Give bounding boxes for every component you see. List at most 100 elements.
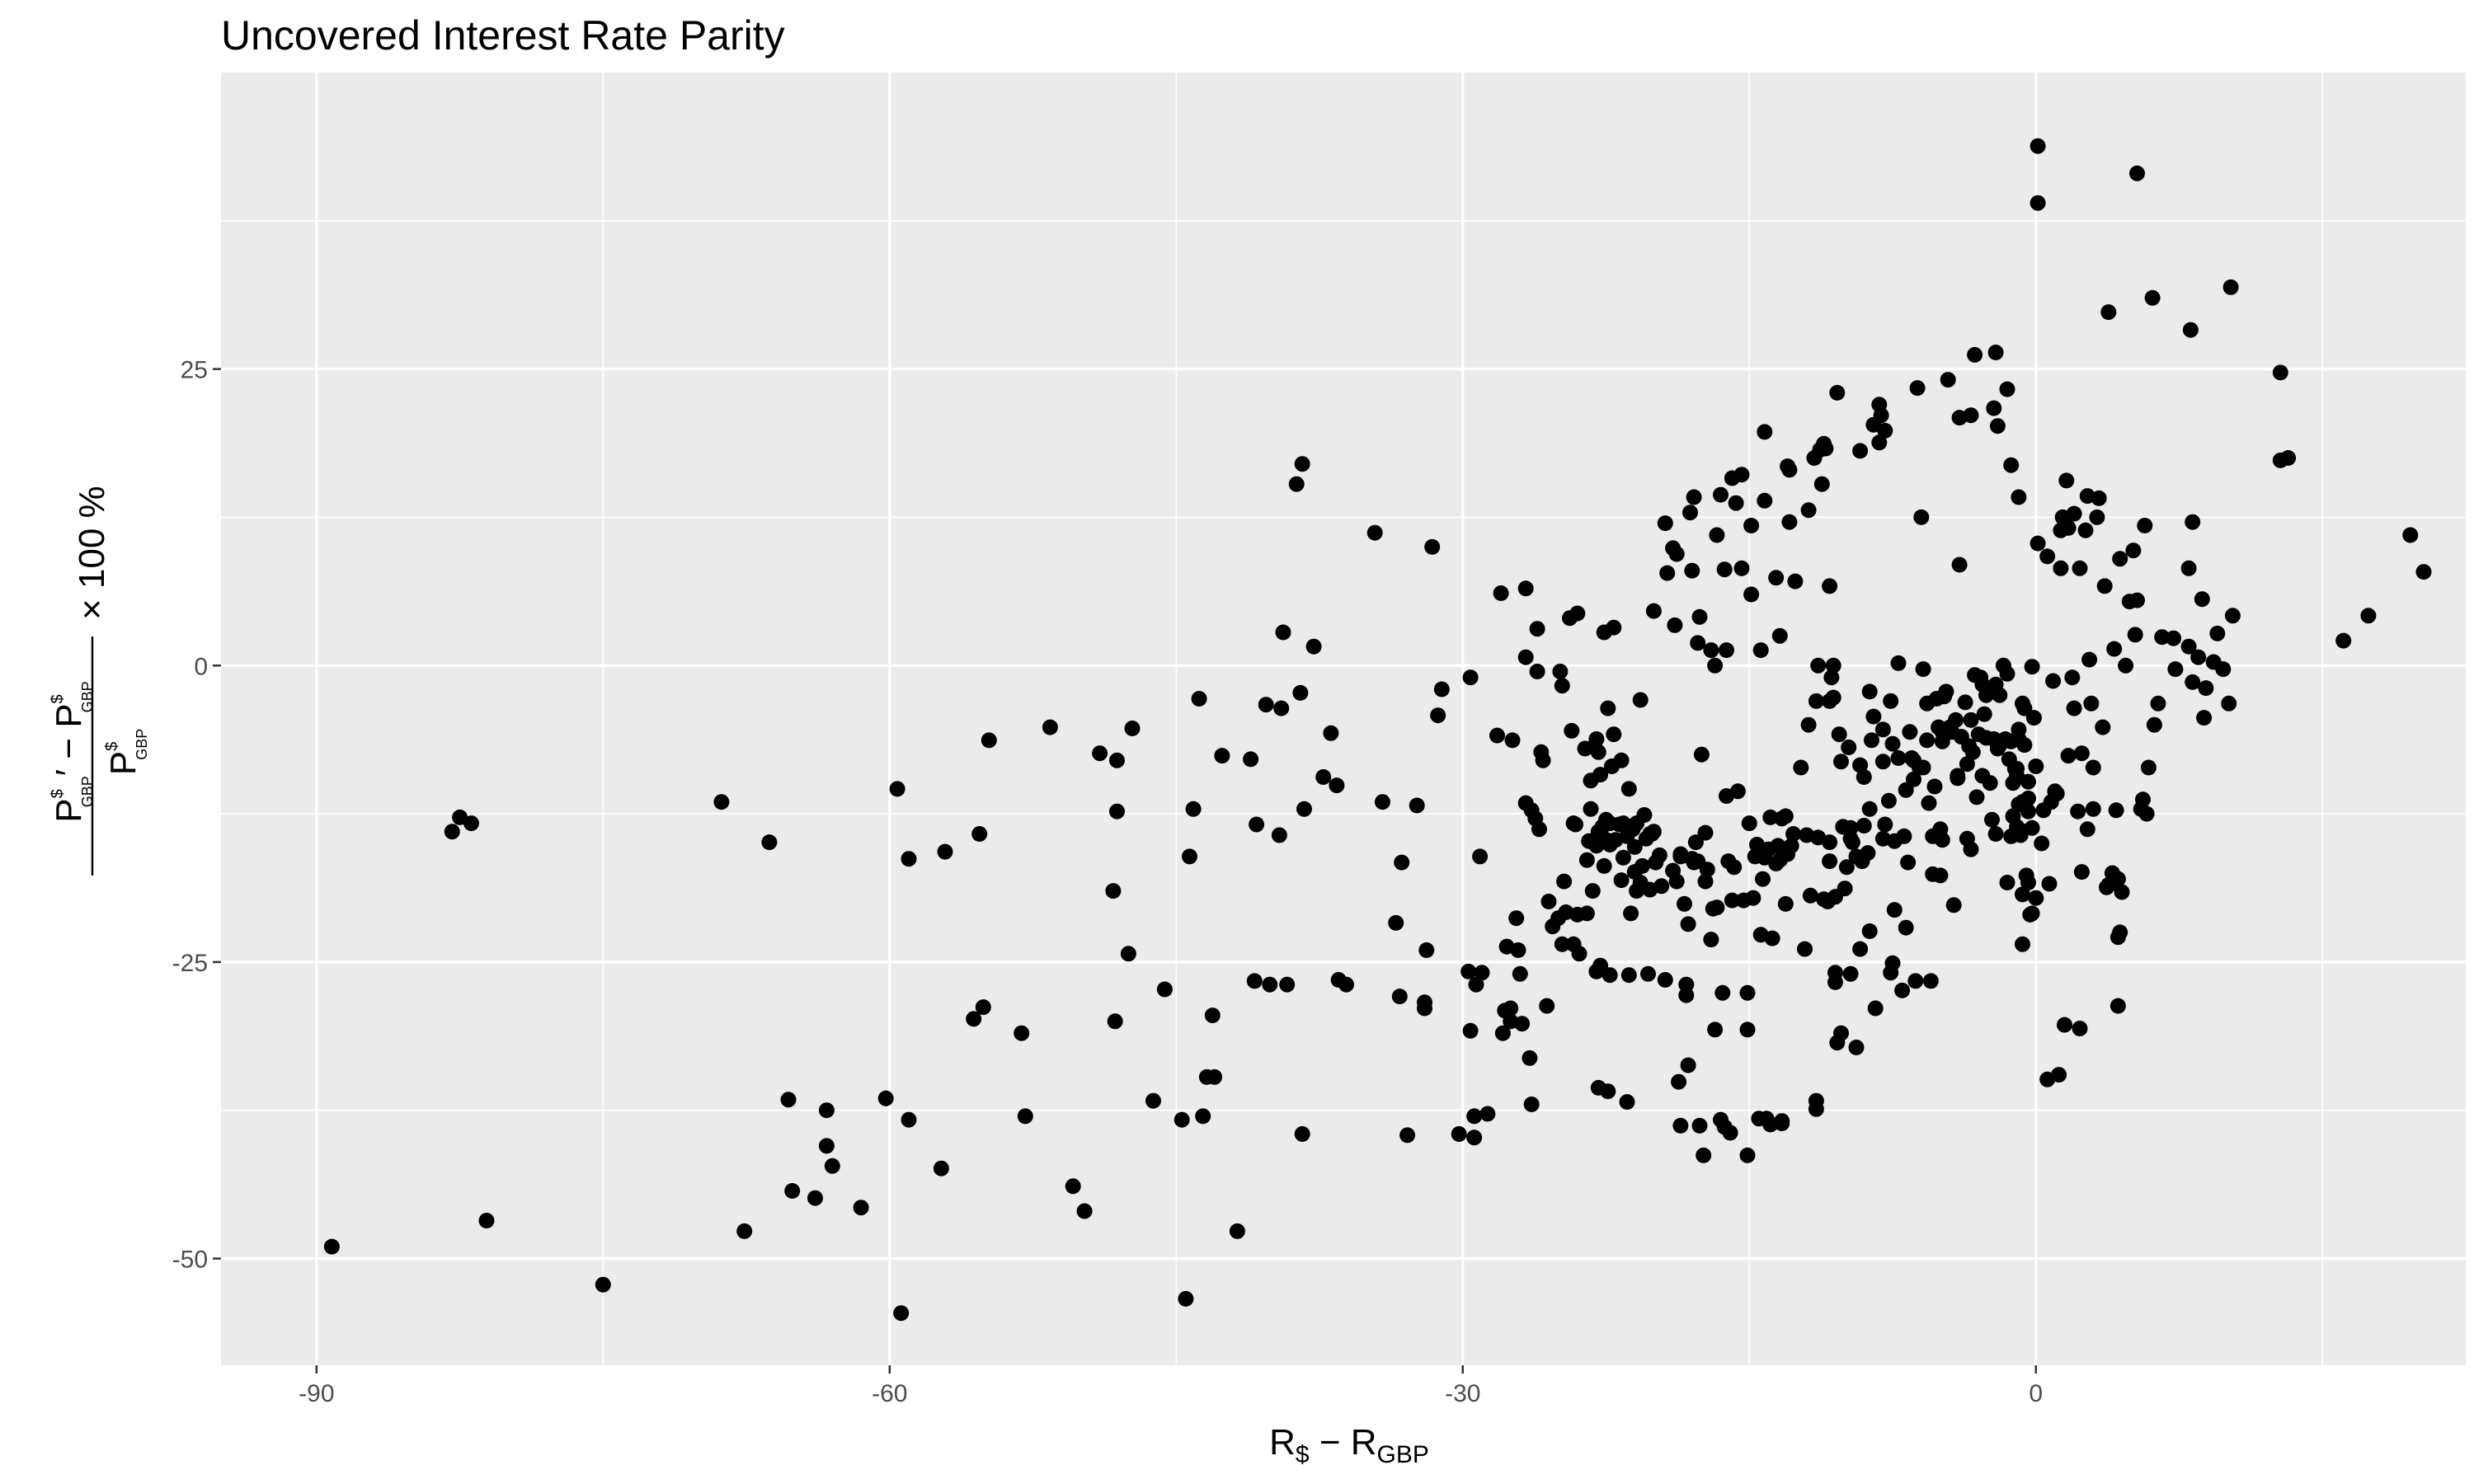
data-point [1329,777,1345,794]
data-point [1900,854,1917,871]
data-point [1076,1203,1093,1219]
data-point [1529,664,1545,679]
data-point [2140,759,2157,776]
data-point [2221,695,2237,711]
data-point [2030,138,2046,154]
data-point [2020,790,2036,806]
data-point [1554,678,1570,694]
data-point [1906,771,1921,787]
data-point [1338,976,1354,993]
data-point [2060,748,2077,764]
data-point [1668,873,1685,890]
data-point [2095,719,2111,735]
data-point [1653,878,1670,895]
data-point [1978,687,1994,703]
data-point [1874,754,1891,770]
data-point [1433,681,1450,697]
data-point [2028,758,2044,774]
x-tick-label: -30 [1445,1380,1480,1407]
data-point [1204,1007,1221,1024]
data-point [1600,700,1616,716]
data-point [1808,1092,1824,1109]
data-point [1833,754,1849,770]
data-point [1271,827,1287,843]
data-point [2024,659,2040,675]
data-point [1275,624,1291,641]
data-point [2073,864,2090,881]
data-point [1296,801,1312,817]
data-point [1466,1108,1483,1125]
data-point [2048,786,2065,802]
data-point [1883,693,1899,709]
data-point [1391,989,1408,1005]
data-point [1797,941,1813,957]
y-num-prime: ′ [49,769,89,776]
data-point [761,834,778,851]
data-point [2335,632,2352,649]
data-point [2073,745,2090,762]
data-point [1838,859,1855,876]
data-point [1963,407,1979,424]
data-point [1529,621,1545,637]
data-point [2041,876,2058,892]
data-point [2081,651,2098,668]
data-point [463,815,479,832]
data-point [971,826,988,842]
data-point [1503,1000,1519,1017]
data-point [1724,892,1740,909]
data-point [1781,462,1798,478]
data-point [1987,345,2004,360]
data-point [2083,695,2100,711]
data-point [2011,721,2027,738]
data-point [1852,941,1869,957]
data-point [1645,824,1662,840]
data-point [1417,1000,1432,1017]
data-point [1877,422,1893,439]
data-point [1822,853,1838,870]
data-point [1729,783,1746,800]
data-point [1409,797,1425,814]
data-point [1842,965,1859,982]
data-point [2109,871,2126,887]
chart-title: Uncovered Interest Rate Parity [221,12,785,59]
data-point [1592,957,1609,974]
data-point [1279,976,1296,993]
x-axis-ticks: -90 -60 -30 0 [299,1365,2043,1407]
data-point [1682,505,1698,521]
data-point [1684,562,1700,579]
data-point [1182,848,1197,865]
data-point [1915,661,1931,678]
data-point [1424,538,1441,555]
data-point [1388,914,1404,931]
data-point [1976,706,1992,722]
data-point [1460,963,1477,979]
data-point [2034,835,2050,852]
data-point [2272,364,2288,381]
data-point [1092,745,1108,762]
data-point [1571,946,1587,962]
data-point [2016,700,2033,716]
data-point [595,1276,611,1293]
data-point [1615,849,1631,866]
data-point [1556,873,1573,890]
data-point [2222,279,2239,295]
data-point [1619,1094,1635,1111]
data-point [1510,942,1526,958]
data-point [1584,883,1601,899]
data-point [1394,854,1410,871]
data-point [1687,834,1704,851]
data-point [2137,518,2153,533]
data-point [1430,707,1446,724]
data-point [1938,683,1954,700]
data-point [1645,603,1662,619]
data-point [1921,795,1937,811]
data-point [1945,897,1962,913]
data-point [1992,687,2008,703]
data-point [1680,916,1696,932]
data-point [1841,740,1857,755]
data-point [1861,683,1878,700]
data-point [1707,657,1724,674]
data-point [1771,627,1788,644]
data-point [2190,649,2207,665]
data-point [1874,721,1891,738]
